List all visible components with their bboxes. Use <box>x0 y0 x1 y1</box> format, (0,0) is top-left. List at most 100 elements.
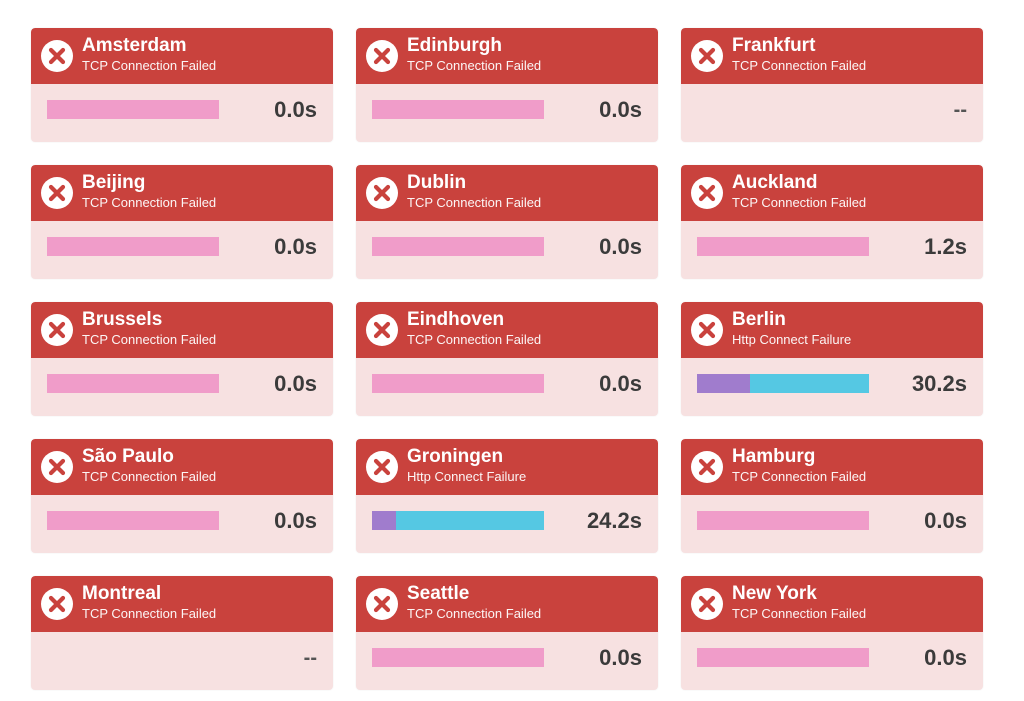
status-text: TCP Connection Failed <box>82 195 217 210</box>
card-body: -- <box>31 632 333 690</box>
status-text: TCP Connection Failed <box>407 332 542 347</box>
card-header: Berlin Http Connect Failure <box>681 302 983 358</box>
fail-x-icon <box>365 450 399 484</box>
location-card[interactable]: Groningen Http Connect Failure 24.2s <box>356 439 658 553</box>
timing-bar <box>47 374 219 393</box>
location-name: New York <box>732 583 817 604</box>
fail-x-icon <box>40 39 74 73</box>
card-header: Amsterdam TCP Connection Failed <box>31 28 333 84</box>
card-body: 0.0s <box>681 495 983 553</box>
location-card[interactable]: Seattle TCP Connection Failed 0.0s <box>356 576 658 690</box>
location-card[interactable]: Dublin TCP Connection Failed 0.0s <box>356 165 658 279</box>
timing-bar <box>47 237 219 256</box>
location-card[interactable]: Brussels TCP Connection Failed 0.0s <box>31 302 333 416</box>
card-header: Seattle TCP Connection Failed <box>356 576 658 632</box>
card-body: 0.0s <box>681 632 983 690</box>
location-card[interactable]: Edinburgh TCP Connection Failed 0.0s <box>356 28 658 142</box>
fail-x-icon <box>690 313 724 347</box>
response-time: 0.0s <box>599 645 642 670</box>
timing-bar-http-segment <box>750 374 869 393</box>
timing-bar <box>697 648 869 667</box>
location-card[interactable]: São Paulo TCP Connection Failed 0.0s <box>31 439 333 553</box>
fail-x-icon <box>690 450 724 484</box>
response-time: 0.0s <box>274 508 317 533</box>
card-body: 0.0s <box>31 221 333 279</box>
response-time: 24.2s <box>586 508 642 533</box>
location-name: Frankfurt <box>732 35 816 56</box>
location-name: Hamburg <box>732 446 816 467</box>
timing-bar-http-segment <box>396 511 544 530</box>
timing-bar <box>47 511 219 530</box>
response-time: 0.0s <box>599 97 642 122</box>
timing-bar-connect-segment <box>372 511 397 530</box>
location-card[interactable]: Berlin Http Connect Failure 30.2s <box>681 302 983 416</box>
status-text: TCP Connection Failed <box>732 469 867 484</box>
location-name: Seattle <box>407 583 470 604</box>
timing-bar <box>372 511 544 530</box>
card-header: Eindhoven TCP Connection Failed <box>356 302 658 358</box>
response-time: 0.0s <box>274 97 317 122</box>
response-time: 0.0s <box>599 371 642 396</box>
location-card[interactable]: Frankfurt TCP Connection Failed -- <box>681 28 983 142</box>
status-text: TCP Connection Failed <box>82 606 217 621</box>
response-time: -- <box>303 647 317 669</box>
timing-bar <box>372 648 544 667</box>
response-time: 0.0s <box>924 645 967 670</box>
location-name: Beijing <box>82 172 146 193</box>
card-header: Brussels TCP Connection Failed <box>31 302 333 358</box>
status-text: TCP Connection Failed <box>82 332 217 347</box>
location-name: Montreal <box>82 583 162 604</box>
card-body: 30.2s <box>681 358 983 416</box>
card-header: Groningen Http Connect Failure <box>356 439 658 495</box>
fail-x-icon <box>365 39 399 73</box>
card-body: 0.0s <box>356 84 658 142</box>
status-text: TCP Connection Failed <box>732 58 867 73</box>
status-text: TCP Connection Failed <box>732 195 867 210</box>
card-body: 0.0s <box>356 632 658 690</box>
location-card[interactable]: Auckland TCP Connection Failed 1.2s <box>681 165 983 279</box>
timing-bar <box>697 374 869 393</box>
location-name: Brussels <box>82 309 163 330</box>
fail-x-icon <box>690 587 724 621</box>
card-body: 0.0s <box>356 358 658 416</box>
card-header: Frankfurt TCP Connection Failed <box>681 28 983 84</box>
fail-x-icon <box>690 176 724 210</box>
location-card[interactable]: Amsterdam TCP Connection Failed 0.0s <box>31 28 333 142</box>
response-time: 1.2s <box>924 234 967 259</box>
response-time: 0.0s <box>924 508 967 533</box>
card-header: São Paulo TCP Connection Failed <box>31 439 333 495</box>
fail-x-icon <box>40 450 74 484</box>
timing-bar-connect-segment <box>697 374 751 393</box>
card-header: Beijing TCP Connection Failed <box>31 165 333 221</box>
location-card[interactable]: Montreal TCP Connection Failed -- <box>31 576 333 690</box>
timing-bar <box>372 374 544 393</box>
card-header: New York TCP Connection Failed <box>681 576 983 632</box>
fail-x-icon <box>40 587 74 621</box>
card-header: Hamburg TCP Connection Failed <box>681 439 983 495</box>
response-time: 0.0s <box>599 234 642 259</box>
location-card[interactable]: Eindhoven TCP Connection Failed 0.0s <box>356 302 658 416</box>
status-text: Http Connect Failure <box>732 332 852 347</box>
location-card[interactable]: Beijing TCP Connection Failed 0.0s <box>31 165 333 279</box>
card-body: 0.0s <box>31 358 333 416</box>
fail-x-icon <box>365 587 399 621</box>
response-time: 0.0s <box>274 371 317 396</box>
location-card[interactable]: New York TCP Connection Failed 0.0s <box>681 576 983 690</box>
response-time: 30.2s <box>911 371 967 396</box>
location-name: São Paulo <box>82 446 174 467</box>
response-time: -- <box>953 99 967 121</box>
timing-bar <box>372 237 544 256</box>
card-body: 1.2s <box>681 221 983 279</box>
timing-bar <box>697 237 869 256</box>
location-card[interactable]: Hamburg TCP Connection Failed 0.0s <box>681 439 983 553</box>
timing-bar <box>47 100 219 119</box>
status-text: TCP Connection Failed <box>407 58 542 73</box>
location-name: Auckland <box>732 172 818 193</box>
response-time: 0.0s <box>274 234 317 259</box>
status-text: TCP Connection Failed <box>82 58 217 73</box>
status-text: TCP Connection Failed <box>407 195 542 210</box>
status-text: TCP Connection Failed <box>732 606 867 621</box>
card-body: 0.0s <box>356 221 658 279</box>
fail-x-icon <box>40 176 74 210</box>
card-body: 0.0s <box>31 84 333 142</box>
